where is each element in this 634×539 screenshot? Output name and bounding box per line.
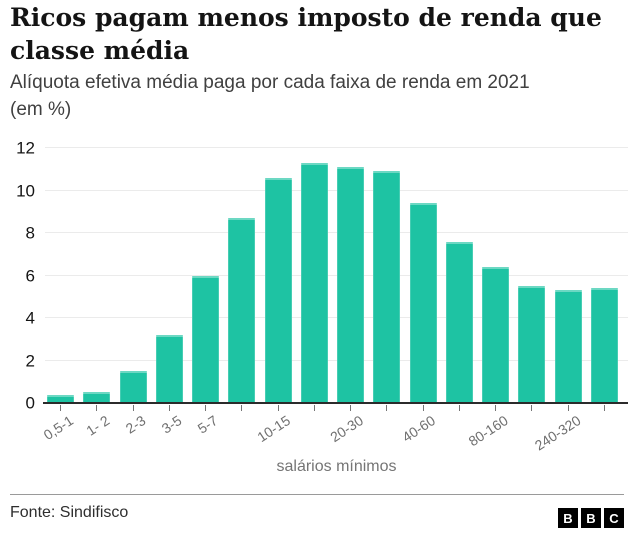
plot-area: 0,5-1 1- 2 2-3 3-5 5-7 10-15 20-30 40-60 80-160 2… bbox=[40, 147, 628, 454]
bar-column bbox=[228, 148, 256, 411]
x-axis-tick-label: 80-160 bbox=[465, 412, 511, 450]
x-axis-title: salários mínimos bbox=[276, 458, 397, 475]
bbc-logo-block: B bbox=[581, 508, 601, 528]
bar-column: 40-60 bbox=[400, 148, 438, 445]
bar bbox=[83, 392, 111, 403]
bar-column: 0,5-1 bbox=[40, 148, 76, 443]
bar bbox=[228, 218, 256, 403]
bar bbox=[554, 290, 582, 403]
source-label: Fonte: Sindifisco bbox=[10, 504, 129, 521]
gridline bbox=[45, 147, 628, 148]
bar bbox=[192, 275, 220, 403]
bar bbox=[119, 371, 147, 403]
bar-column: 20-30 bbox=[327, 148, 366, 445]
gridline bbox=[45, 359, 628, 361]
chart-subtitle: Alíquota efetiva média paga por cada fai… bbox=[10, 72, 530, 120]
y-axis-labels: 0 2 4 6 8 10 12 bbox=[0, 140, 45, 412]
bar bbox=[300, 162, 328, 403]
bar bbox=[155, 335, 183, 403]
x-axis-tick-label: 0,5-1 bbox=[40, 412, 76, 443]
x-axis-tick-label: 40-60 bbox=[399, 412, 439, 446]
bar-column bbox=[590, 148, 618, 411]
bar bbox=[445, 241, 473, 403]
bar-column bbox=[518, 148, 546, 411]
y-axis-tick-label: 2 bbox=[25, 351, 35, 370]
bar-column bbox=[445, 148, 473, 411]
gridline bbox=[45, 274, 628, 276]
bar-column: 80-160 bbox=[466, 148, 511, 449]
bar bbox=[409, 203, 437, 403]
bar-column bbox=[300, 148, 328, 411]
y-axis-tick-label: 8 bbox=[25, 223, 35, 243]
x-axis-tick-label: 240-320 bbox=[531, 412, 584, 454]
y-axis-tick-label: 10 bbox=[16, 181, 35, 200]
bar-column: 1- 2 bbox=[83, 148, 112, 439]
gridline bbox=[45, 232, 628, 233]
x-axis-tick-label: 2-3 bbox=[122, 412, 149, 437]
y-axis-tick-label: 4 bbox=[25, 308, 35, 328]
bbc-logo-block: B bbox=[558, 508, 578, 528]
bar-column: 2-3 bbox=[119, 148, 148, 437]
chart-title: Ricos pagam menos imposto de renda que c… bbox=[10, 3, 602, 65]
bar bbox=[337, 167, 365, 403]
bar bbox=[373, 171, 401, 403]
x-axis-tick-label: 1- 2 bbox=[82, 412, 112, 439]
bar-column: 10-15 bbox=[255, 148, 293, 445]
bar bbox=[518, 286, 546, 403]
bar bbox=[482, 267, 510, 403]
gridline bbox=[45, 189, 628, 191]
y-axis-tick-label: 12 bbox=[16, 138, 35, 158]
x-axis-tick-label: 10-15 bbox=[254, 412, 294, 446]
y-axis-tick-label: 0 bbox=[25, 393, 35, 413]
x-axis-baseline bbox=[43, 402, 628, 404]
x-axis-tick-label: 5-7 bbox=[195, 412, 221, 437]
bar-column bbox=[373, 148, 401, 411]
bar bbox=[264, 177, 292, 403]
footer-divider bbox=[10, 494, 624, 495]
bar-series: 0,5-1 1- 2 2-3 3-5 5-7 10-15 20-30 40-60 80-160 2… bbox=[40, 148, 618, 454]
gridline bbox=[45, 317, 628, 318]
x-axis-tick-label: 20-30 bbox=[327, 412, 366, 446]
bbc-logo-block: C bbox=[604, 508, 624, 528]
bar-column: 3-5 bbox=[155, 148, 184, 437]
bar-column: 240-320 bbox=[532, 148, 583, 454]
bar bbox=[590, 288, 618, 403]
bar bbox=[47, 394, 74, 403]
bar-column: 5-7 bbox=[192, 148, 221, 437]
x-axis-tick-label: 3-5 bbox=[158, 412, 185, 437]
y-axis-tick-label: 6 bbox=[25, 266, 35, 285]
